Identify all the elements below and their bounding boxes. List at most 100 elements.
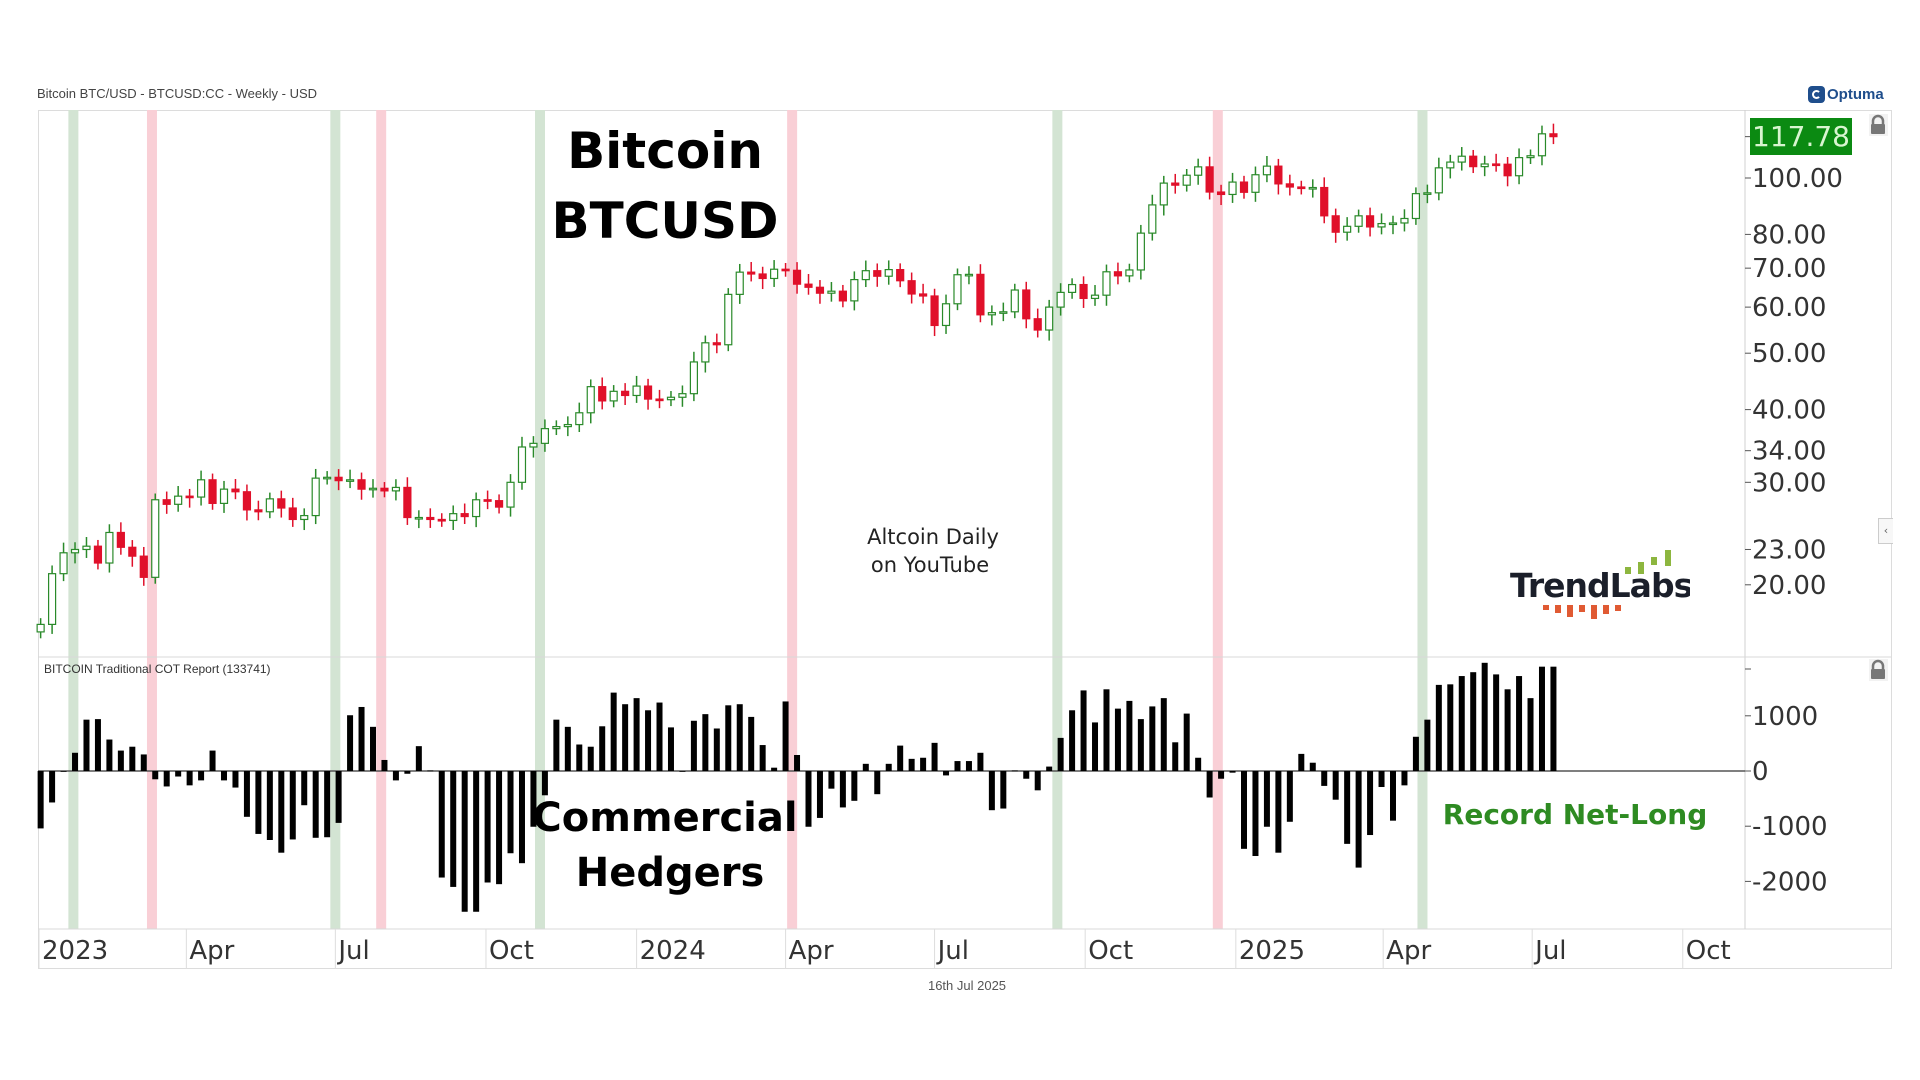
chevron-left-icon[interactable]: ‹ (1878, 518, 1893, 544)
candle (1216, 184, 1226, 206)
candle (380, 482, 389, 498)
candle (529, 436, 538, 458)
cot-bar (198, 771, 205, 781)
candle (792, 262, 802, 294)
cot-bar (324, 771, 331, 838)
candle (1331, 208, 1340, 243)
candle (563, 416, 572, 437)
cot-bar (175, 771, 182, 777)
candle (1022, 281, 1031, 329)
candle (1549, 123, 1558, 145)
candle-body (1182, 174, 1191, 186)
cot-bar (885, 763, 892, 771)
bullish-band (1417, 110, 1428, 929)
x-tick-label: Oct (489, 936, 534, 966)
candle-body (781, 268, 790, 272)
cot-bar (851, 771, 858, 801)
candle-body (643, 385, 653, 400)
cot-bar (1493, 674, 1500, 771)
cot-bar (461, 771, 468, 912)
candle-body (1056, 291, 1065, 308)
cot-bar (415, 746, 422, 771)
cot-bar (518, 771, 525, 864)
cot-bar (599, 726, 606, 771)
candle (265, 492, 274, 519)
candle-body (116, 531, 125, 548)
candle (770, 260, 779, 287)
candle (1262, 155, 1272, 183)
cot-bar (1355, 771, 1362, 868)
cot-bar (1011, 770, 1018, 772)
cot-bar (1424, 719, 1431, 771)
cot-bar (931, 742, 938, 771)
candle-body (1022, 289, 1031, 320)
lock-icon[interactable] (1866, 659, 1888, 681)
candle (701, 335, 710, 373)
cot-bar (163, 771, 170, 787)
candle (689, 351, 698, 402)
cot-bar (610, 692, 617, 771)
candle (82, 537, 91, 558)
candle-body (621, 390, 630, 397)
candle (609, 385, 618, 408)
candle (1148, 194, 1157, 241)
lock-icon[interactable] (1866, 114, 1888, 136)
candle-body (1331, 215, 1340, 233)
candle-body (311, 477, 320, 517)
candle-body (494, 500, 504, 508)
cot-bar (1298, 753, 1305, 771)
candle (506, 474, 515, 517)
cot-tick-label: -1000 (1752, 812, 1828, 842)
cot-bar (1412, 736, 1419, 771)
candle (1251, 166, 1260, 202)
candle-body (1010, 289, 1019, 313)
candle (1067, 278, 1077, 299)
candle (1514, 148, 1524, 185)
candle (368, 479, 378, 498)
cot-bar (1504, 689, 1511, 771)
candle (827, 282, 836, 302)
cot-bar (289, 771, 296, 840)
candle-body (426, 516, 435, 521)
cot-bar (1000, 771, 1007, 809)
cot-tick-label: 1000 (1752, 702, 1818, 732)
candle (1423, 184, 1432, 204)
candle-body (437, 518, 446, 522)
candle (1354, 209, 1363, 233)
candle-body (1549, 133, 1558, 138)
candle-body (1079, 283, 1088, 300)
cot-bar (312, 771, 319, 838)
cot-bar (1206, 771, 1213, 798)
annotation-bitcoin: Bitcoin (567, 122, 763, 180)
candle (1205, 156, 1214, 200)
candle-body (724, 293, 733, 346)
candle (1537, 125, 1547, 166)
cot-bar (1321, 771, 1328, 786)
candle-body (1469, 155, 1478, 168)
cot-bar (1057, 737, 1064, 771)
cot-bar (186, 771, 193, 786)
candle (1446, 154, 1455, 179)
last-price-badge: 117.78 (1750, 118, 1852, 155)
candle-body (792, 269, 802, 285)
cot-bar (920, 757, 927, 771)
candle (1377, 213, 1386, 235)
cot-bar (140, 754, 147, 771)
candle-body (231, 488, 240, 493)
candle (208, 473, 217, 510)
cot-bar (1183, 713, 1190, 771)
candle-body (1377, 222, 1386, 228)
candle-body (93, 545, 103, 564)
cot-bar (1149, 706, 1156, 771)
candle (540, 419, 550, 452)
cot-bar (576, 744, 583, 771)
cot-bar (484, 771, 491, 883)
cot-bar (690, 720, 697, 771)
cot-bar (553, 719, 560, 771)
candle-body (1205, 166, 1214, 193)
candle (231, 478, 240, 500)
candle (1526, 149, 1535, 165)
candle-body (82, 545, 91, 551)
x-tick-label: Apr (1386, 936, 1431, 966)
